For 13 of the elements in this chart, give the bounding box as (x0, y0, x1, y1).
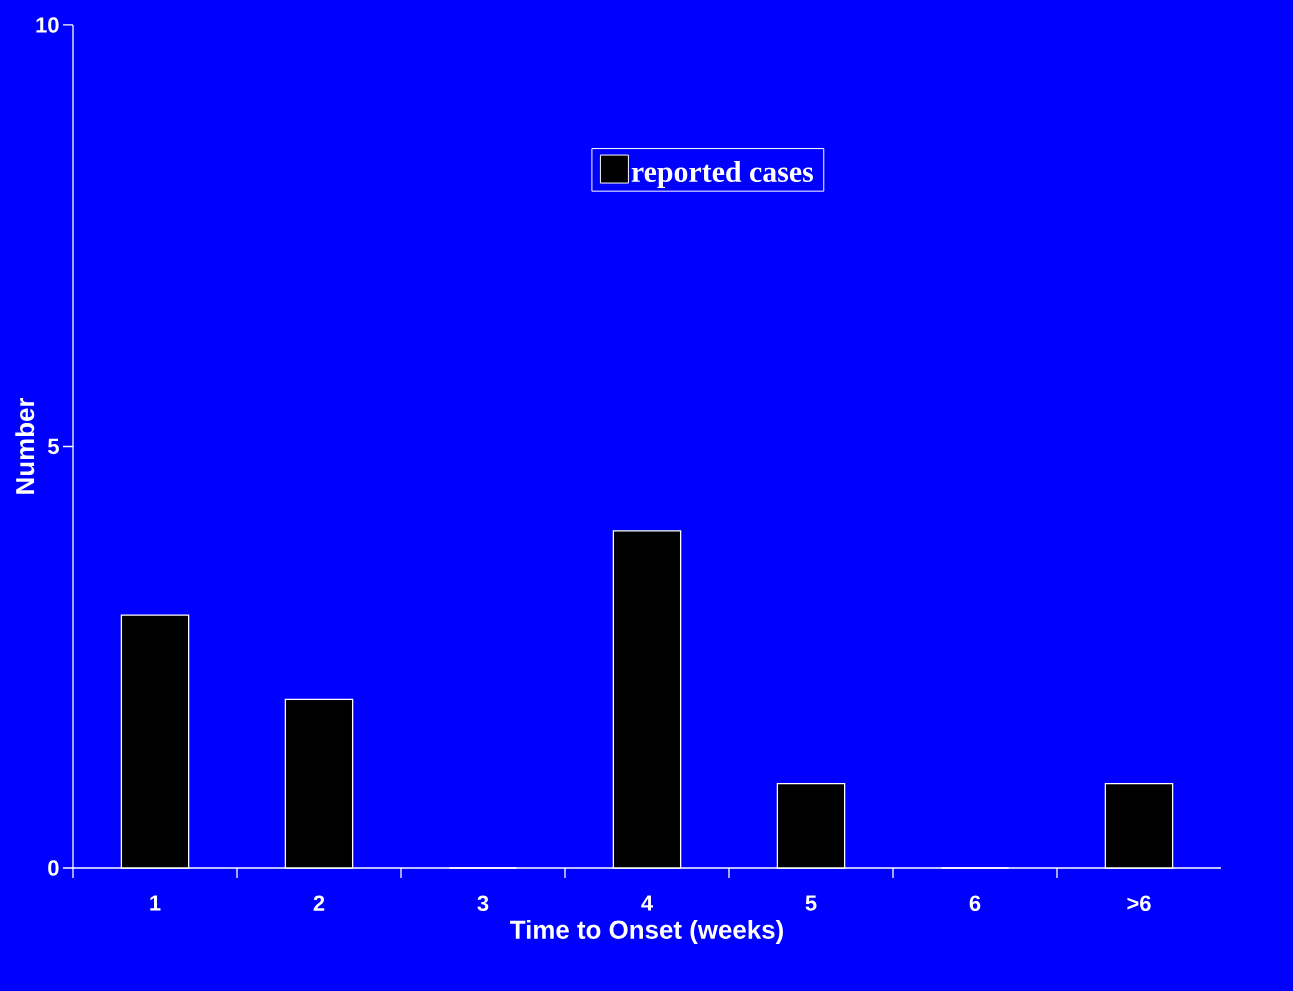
x-tick-label: >6 (1127, 895, 1151, 912)
x-tick-label: 6 (969, 895, 981, 912)
y-tick-label: 0 (48, 860, 59, 876)
x-tick-label: 2 (313, 895, 325, 911)
x-tick-label: 3 (477, 895, 489, 912)
x-tick-label: 5 (805, 895, 817, 911)
x-tick-label: 1 (150, 895, 161, 911)
y-tick-label: 5 (47, 438, 59, 455)
y-tick-label: 10 (36, 17, 59, 33)
x-tick-label: 4 (641, 895, 653, 911)
y-axis-title: Number (15, 397, 35, 494)
legend-label: reported cases (631, 160, 814, 189)
x-axis-title: Time to Onset (weeks) (510, 919, 783, 945)
